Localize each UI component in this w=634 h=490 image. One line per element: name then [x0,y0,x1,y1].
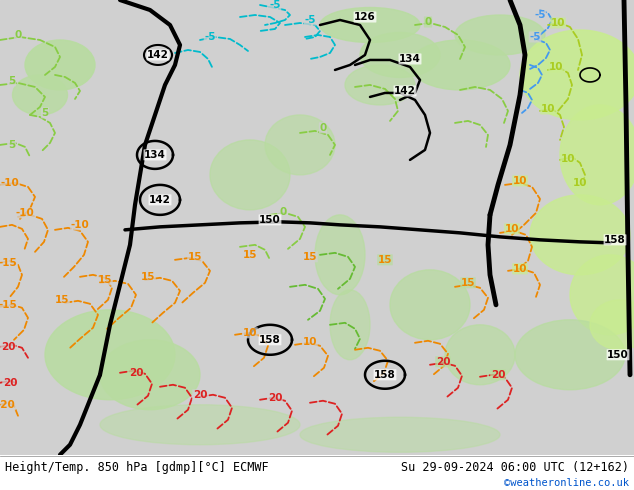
Text: -5: -5 [304,15,316,25]
Text: 142: 142 [394,86,416,96]
Ellipse shape [210,140,290,210]
Text: 20: 20 [436,357,450,367]
Text: 0: 0 [280,207,287,217]
Text: 10: 10 [303,337,317,347]
Text: 20: 20 [491,370,505,380]
Text: 15: 15 [378,255,392,265]
Text: ©weatheronline.co.uk: ©weatheronline.co.uk [504,478,629,488]
Ellipse shape [330,290,370,360]
Text: -20: -20 [0,400,15,410]
Text: 15: 15 [188,252,202,262]
Text: 15: 15 [461,278,476,288]
Ellipse shape [530,195,630,275]
Text: 5: 5 [8,140,16,150]
Text: 0: 0 [15,30,22,40]
Ellipse shape [13,75,67,115]
Text: 142: 142 [147,50,169,60]
Text: 5: 5 [8,76,16,86]
Text: 20: 20 [1,342,15,352]
Ellipse shape [265,115,335,175]
Ellipse shape [300,417,500,452]
Text: 126: 126 [354,12,376,22]
Ellipse shape [515,320,625,390]
Text: 15: 15 [243,250,257,260]
Text: 15: 15 [141,272,155,282]
Text: 10: 10 [551,18,566,28]
Text: 20: 20 [129,368,143,378]
Ellipse shape [315,215,365,295]
Text: -5: -5 [529,32,541,42]
Ellipse shape [100,405,300,445]
Ellipse shape [360,32,440,77]
Text: -10: -10 [16,208,34,218]
Text: 15: 15 [303,252,317,262]
Text: 5: 5 [41,108,49,118]
Ellipse shape [560,105,634,205]
Text: -5: -5 [269,0,281,10]
Ellipse shape [345,65,415,105]
Ellipse shape [390,270,470,340]
Text: 150: 150 [607,350,629,360]
Ellipse shape [320,7,420,43]
Text: Su 29-09-2024 06:00 UTC (12+162): Su 29-09-2024 06:00 UTC (12+162) [401,461,629,474]
Text: 15: 15 [55,295,69,305]
Ellipse shape [45,310,175,400]
Text: 15: 15 [98,275,112,285]
Ellipse shape [100,340,200,410]
Text: 134: 134 [399,54,421,64]
Ellipse shape [590,300,634,350]
Ellipse shape [445,325,515,385]
Ellipse shape [25,40,95,90]
Ellipse shape [520,30,634,120]
Text: -15: -15 [0,300,17,310]
Text: -10: -10 [1,178,20,188]
Text: -5: -5 [534,10,546,20]
Text: 10: 10 [573,178,587,188]
Text: 10: 10 [541,104,555,114]
Text: 0: 0 [424,17,432,27]
Text: 10: 10 [549,62,563,72]
Text: -15: -15 [0,258,17,268]
Text: 158: 158 [374,370,396,380]
Ellipse shape [455,15,545,55]
Text: 10: 10 [513,176,527,186]
Text: 20: 20 [3,378,17,388]
Text: 10: 10 [505,224,519,234]
Text: 0: 0 [320,123,327,133]
Text: 20: 20 [268,393,282,403]
Text: 20: 20 [193,390,207,400]
Text: 150: 150 [259,215,281,225]
Text: 10: 10 [243,328,257,338]
Text: 158: 158 [604,235,626,245]
Ellipse shape [410,40,510,90]
Ellipse shape [570,255,634,335]
Text: 10: 10 [513,264,527,274]
Text: Height/Temp. 850 hPa [gdmp][°C] ECMWF: Height/Temp. 850 hPa [gdmp][°C] ECMWF [5,461,269,474]
Text: 158: 158 [259,335,281,345]
Text: -5: -5 [204,32,216,42]
Text: -10: -10 [70,220,89,230]
Text: 142: 142 [149,195,171,205]
Text: 134: 134 [144,150,166,160]
Text: 10: 10 [560,154,575,164]
